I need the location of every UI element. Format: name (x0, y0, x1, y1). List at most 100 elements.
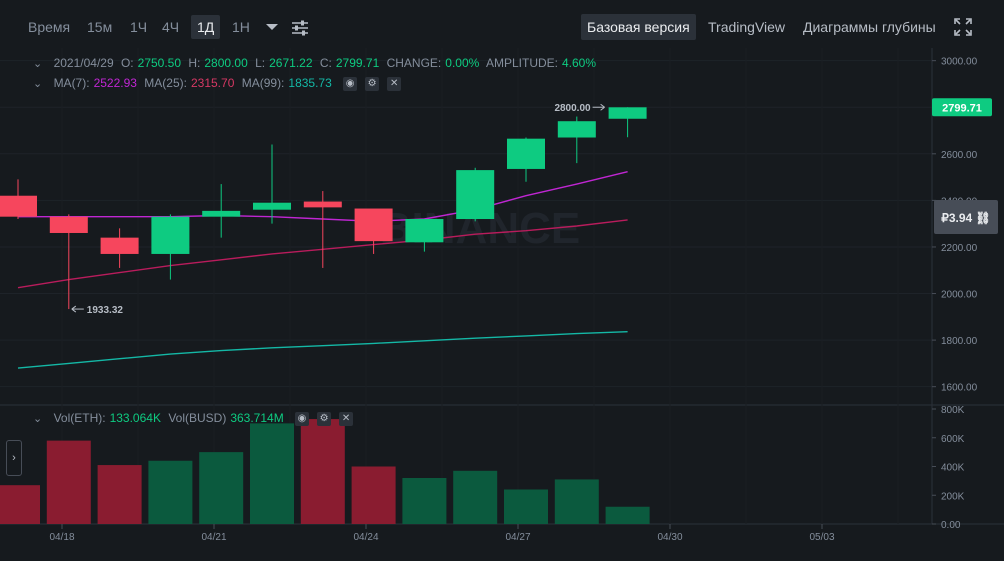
vol-busd-label: Vol(BUSD) (168, 411, 227, 425)
volume-tick-label: 600K (941, 434, 965, 445)
high-value: 2800.00 (204, 56, 248, 70)
ma-visibility-icon[interactable]: ◉ (343, 76, 358, 91)
price-tick-label: 1800.00 (941, 336, 978, 347)
markers: 2800.00 1933.32 (71, 103, 605, 316)
change-label: CHANGE: (386, 56, 442, 70)
view-depth[interactable]: Диаграммы глубины (803, 19, 936, 35)
ma25-label: MA(25): (144, 76, 187, 90)
ma-close-icon[interactable]: ✕ (387, 76, 402, 91)
candle-body[interactable] (151, 216, 190, 254)
ohlc-date: 2021/04/29 (53, 56, 114, 70)
open-label: O: (120, 56, 134, 70)
time-axis: 04/18 04/21 04/24 04/27 04/30 05/03 (49, 524, 835, 543)
volume-tick-label: 800K (941, 405, 965, 416)
time-tick-label: 04/18 (49, 532, 74, 543)
indicator-settings-icon[interactable] (291, 19, 309, 37)
candle-body[interactable] (354, 208, 393, 242)
interval-1d[interactable]: 1Д (191, 15, 221, 39)
volume-bar[interactable] (0, 485, 40, 524)
candle-body[interactable] (303, 201, 342, 208)
vol-eth-value: 133.064K (109, 411, 161, 425)
interval-1w[interactable]: 1Н (232, 19, 250, 35)
volume-bar[interactable] (46, 440, 91, 524)
ma-collapse-chevron-icon[interactable]: ⌄ (33, 78, 43, 90)
interval-15m[interactable]: 15м (87, 19, 113, 35)
interval-1h[interactable]: 1Ч (130, 19, 148, 35)
candle-body[interactable] (0, 195, 37, 217)
converted-price-tag[interactable] (934, 200, 998, 234)
candles (0, 107, 647, 310)
candle-body[interactable] (557, 121, 596, 138)
candle-body[interactable] (608, 107, 647, 119)
candle-body[interactable] (100, 237, 139, 254)
expand-sidebar-button[interactable]: › (6, 440, 22, 476)
volume-tick-label: 0.00 (941, 520, 961, 531)
vol-collapse-chevron-icon[interactable]: ⌄ (33, 413, 43, 425)
volume-bar[interactable] (402, 478, 447, 524)
ma25-value: 2315.70 (190, 76, 235, 90)
amplitude-value: 4.60% (562, 56, 597, 70)
candle-body[interactable] (49, 216, 88, 233)
volume-tick-label: 200K (941, 491, 965, 502)
time-tick-label: 04/21 (201, 532, 226, 543)
high-marker-label: 2800.00 (554, 103, 591, 114)
fullscreen-icon[interactable] (954, 18, 972, 36)
low-label: L: (255, 56, 266, 70)
candle-body[interactable] (507, 138, 545, 169)
grid-lines (0, 48, 1004, 525)
time-tick-label: 04/27 (505, 532, 530, 543)
open-value: 2750.50 (137, 56, 182, 70)
price-tick-label: 2600.00 (941, 150, 978, 161)
candle-body[interactable] (202, 210, 241, 217)
vol-settings-icon[interactable]: ⚙ (317, 411, 332, 426)
ma99-line (17, 331, 628, 369)
candle-body[interactable] (253, 202, 291, 210)
volume-bar[interactable] (554, 479, 599, 524)
ma-settings-icon[interactable]: ⚙ (365, 76, 380, 91)
vol-eth-label: Vol(ETH): (53, 411, 106, 425)
change-value: 0.00% (445, 56, 480, 70)
close-value: 2799.71 (335, 56, 380, 70)
vol-row: ⌄ Vol(ETH): 133.064K Vol(BUSD) 363.714M ◉ ⚙… (33, 411, 357, 426)
current-price-label: 2799.71 (942, 102, 982, 114)
time-tick-label: 05/03 (809, 532, 834, 543)
collapse-chevron-icon[interactable]: ⌄ (33, 58, 43, 70)
volume-bar[interactable] (97, 465, 142, 524)
view-tradingview[interactable]: TradingView (708, 19, 786, 35)
high-label: H: (188, 56, 201, 70)
vol-close-icon[interactable]: ✕ (339, 411, 354, 426)
time-tick-label: 04/24 (353, 532, 378, 543)
more-intervals-icon[interactable] (266, 24, 278, 30)
volume-bar[interactable] (250, 423, 294, 524)
high-arrowhead (600, 103, 605, 111)
interval-4h[interactable]: 4Ч (162, 19, 180, 35)
ma99-label: MA(99): (241, 76, 285, 90)
candlestick-chart[interactable]: BINANCE 3000.002800.002600.002400.002200… (0, 48, 1004, 561)
ma7-label: MA(7): (53, 76, 90, 90)
volume-tick-label: 400K (941, 463, 965, 474)
low-value: 2671.22 (269, 56, 313, 70)
volume-bar[interactable] (300, 419, 345, 524)
view-basic[interactable]: Базовая версия (581, 14, 696, 40)
ma-row: ⌄ MA(7): 2522.93 MA(25): 2315.70 MA(99): 18… (33, 76, 405, 91)
volume-bar[interactable] (504, 489, 548, 525)
vol-busd-value: 363.714M (230, 411, 284, 425)
volume-bar[interactable] (605, 506, 650, 524)
volume-bar[interactable] (453, 470, 498, 524)
interval-time[interactable]: Время (28, 19, 71, 35)
candle-body[interactable] (405, 219, 444, 243)
current-price-tag (932, 98, 992, 117)
price-tick-label: 1600.00 (941, 383, 978, 394)
ma99-value: 1835.73 (288, 76, 332, 90)
ohlc-row: ⌄ 2021/04/29 O: 2750.50 H: 2800.00 L: 2671.… (33, 56, 600, 70)
volume-bars (0, 419, 650, 524)
candle-body[interactable] (456, 170, 495, 220)
volume-bar[interactable] (351, 466, 396, 525)
close-label: C: (319, 56, 332, 70)
volume-bar[interactable] (199, 452, 244, 524)
time-tick-label: 04/30 (657, 532, 682, 543)
vol-visibility-icon[interactable]: ◉ (295, 411, 310, 426)
price-tick-label: 2200.00 (941, 243, 978, 254)
price-tick-label: 3000.00 (941, 57, 978, 68)
volume-bar[interactable] (148, 460, 193, 524)
